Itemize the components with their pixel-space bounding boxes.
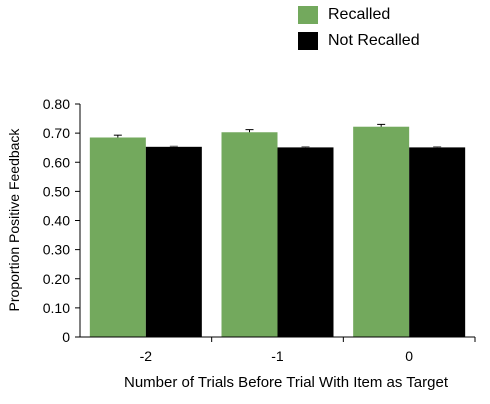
y-tick-label: 0.20 — [43, 271, 70, 287]
y-tick-label: 0.50 — [43, 183, 70, 199]
y-tick-label: 0.40 — [43, 213, 70, 229]
legend-item-not-recalled: Not Recalled — [298, 30, 420, 52]
bar-not-recalled — [409, 147, 466, 337]
y-tick-label: 0.30 — [43, 242, 70, 258]
legend-item-recalled: Recalled — [298, 4, 420, 26]
legend-label-not-recalled: Not Recalled — [328, 32, 420, 49]
bar-not-recalled — [277, 147, 334, 337]
legend-swatch-recalled — [298, 6, 318, 24]
y-tick-label: 0.10 — [43, 300, 70, 316]
y-axis-label: Proportion Positive Feedback — [6, 128, 22, 312]
x-tick-label: -2 — [140, 348, 153, 364]
x-tick-label: -1 — [271, 348, 284, 364]
legend: Recalled Not Recalled — [298, 4, 420, 56]
bar-recalled — [89, 137, 146, 337]
x-tick-label: 0 — [405, 348, 413, 364]
x-axis-label: Number of Trials Before Trial With Item … — [123, 374, 448, 391]
y-tick-label: 0.80 — [43, 96, 70, 112]
legend-swatch-not-recalled — [298, 32, 318, 50]
y-tick-label: 0.70 — [43, 125, 70, 141]
y-tick-label: 0 — [62, 329, 70, 345]
bar-recalled — [353, 126, 410, 337]
y-tick-label: 0.60 — [43, 154, 70, 170]
legend-label-recalled: Recalled — [328, 6, 391, 23]
bar-recalled — [221, 132, 278, 337]
bar-not-recalled — [145, 146, 202, 337]
